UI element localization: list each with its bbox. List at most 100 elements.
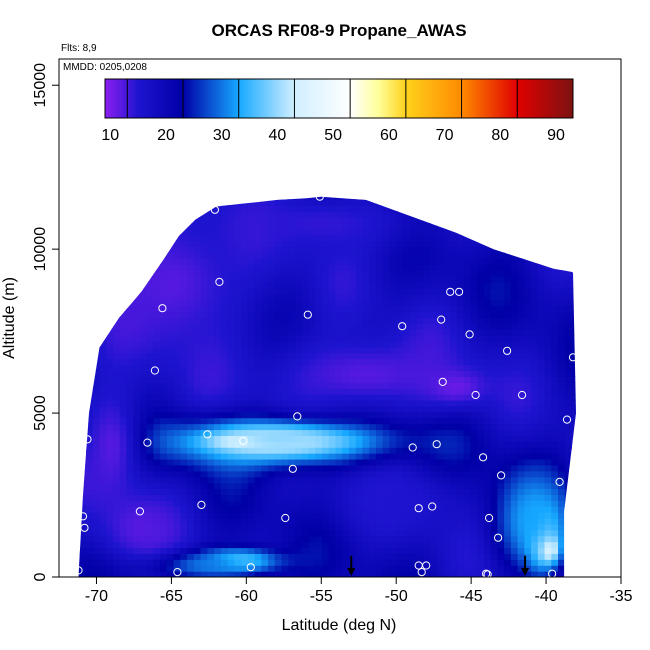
heatmap-cell — [564, 211, 573, 218]
heatmap-cell — [106, 565, 114, 572]
heatmap-cell — [322, 234, 330, 242]
heatmap-cell — [450, 311, 458, 318]
heatmap-cell — [483, 559, 492, 566]
heatmap-cell — [436, 370, 444, 377]
heatmap-cell — [477, 199, 485, 206]
heatmap-cell — [524, 388, 532, 395]
heatmap-cell — [308, 553, 316, 560]
heatmap-cell — [396, 196, 404, 200]
heatmap-cell — [146, 500, 155, 507]
heatmap-cell — [254, 447, 262, 454]
heatmap-cell — [510, 222, 519, 230]
heatmap-cell — [571, 494, 576, 501]
heatmap-cell — [517, 382, 525, 389]
heatmap-cell — [180, 399, 188, 407]
heatmap-cell — [187, 211, 195, 218]
heatmap-cell — [477, 476, 485, 484]
heatmap-cell — [409, 388, 418, 395]
heatmap-cell — [315, 234, 323, 242]
heatmap-cell — [409, 335, 418, 342]
heatmap-cell — [369, 270, 377, 277]
heatmap-cell — [416, 305, 424, 313]
heatmap-cell — [227, 500, 235, 507]
heatmap-cell — [335, 299, 343, 307]
heatmap-cell — [99, 423, 107, 431]
heatmap-cell — [335, 305, 343, 313]
heatmap-cell — [268, 541, 276, 549]
heatmap-cell — [99, 529, 107, 537]
heatmap-cell — [254, 323, 262, 330]
heatmap-cell — [544, 565, 552, 572]
heatmap-cell — [295, 211, 303, 218]
heatmap-cell — [470, 199, 478, 206]
heatmap-cell — [207, 311, 215, 318]
heatmap-cell — [92, 240, 101, 248]
heatmap-cell — [463, 541, 471, 549]
heatmap-cell — [261, 571, 269, 577]
heatmap-cell — [483, 335, 492, 342]
heatmap-cell — [362, 482, 370, 490]
heatmap-cell — [126, 246, 134, 254]
heatmap-cell — [389, 541, 397, 549]
heatmap-cell — [423, 453, 431, 460]
heatmap-cell — [463, 246, 471, 254]
heatmap-cell — [463, 523, 471, 531]
heatmap-cell — [261, 311, 269, 318]
heatmap-cell — [544, 559, 552, 566]
heatmap-cell — [85, 199, 94, 206]
heatmap-cell — [544, 553, 552, 560]
heatmap-cell — [274, 512, 283, 519]
heatmap-cell — [464, 188, 471, 195]
heatmap-cell — [227, 488, 235, 495]
heatmap-cell — [126, 494, 134, 501]
heatmap-cell — [443, 512, 451, 519]
heatmap-cell — [112, 287, 121, 295]
heatmap-cell — [369, 547, 377, 554]
heatmap-cell — [133, 188, 140, 195]
heatmap-cell — [342, 417, 350, 425]
heatmap-cell — [389, 423, 397, 431]
heatmap-cell — [517, 340, 525, 348]
heatmap-cell — [78, 517, 80, 525]
heatmap-cell — [423, 188, 430, 195]
heatmap-cell — [537, 565, 546, 572]
heatmap-cell — [497, 317, 505, 324]
heatmap-cell — [510, 364, 519, 372]
heatmap-cell — [234, 287, 242, 295]
heatmap-cell — [92, 500, 101, 507]
heatmap-cell — [234, 335, 242, 342]
heatmap-cell — [348, 482, 357, 490]
heatmap-cell — [450, 411, 458, 419]
heatmap-cell — [429, 423, 438, 431]
heatmap-cell — [180, 405, 188, 413]
heatmap-cell — [558, 188, 565, 195]
heatmap-cell — [78, 358, 80, 366]
heatmap-cell — [389, 559, 397, 566]
heatmap-cell — [537, 364, 546, 372]
heatmap-cell — [362, 565, 370, 572]
heatmap-cell — [443, 541, 451, 549]
heatmap-cell — [268, 299, 276, 307]
heatmap-cell — [497, 535, 505, 543]
heatmap-cell — [382, 470, 391, 478]
heatmap-cell — [112, 553, 121, 560]
heatmap-cell — [558, 429, 566, 436]
heatmap-cell — [247, 205, 256, 212]
heatmap-cell — [180, 435, 188, 442]
heatmap-cell — [234, 217, 242, 224]
heatmap-cell — [524, 211, 532, 218]
heatmap-cell — [241, 281, 249, 289]
heatmap-cell — [510, 453, 519, 460]
heatmap-cell — [348, 287, 357, 295]
heatmap-cell — [119, 517, 128, 525]
heatmap-cell — [79, 358, 87, 366]
heatmap-cell — [207, 547, 215, 554]
heatmap-cell — [578, 518, 585, 525]
heatmap-cell — [268, 329, 276, 336]
heatmap-cell — [483, 405, 492, 413]
heatmap-cell — [537, 411, 546, 419]
heatmap-cell — [389, 217, 397, 224]
heatmap-cell — [79, 388, 87, 395]
heatmap-cell — [416, 287, 424, 295]
heatmap-cell — [402, 196, 411, 200]
